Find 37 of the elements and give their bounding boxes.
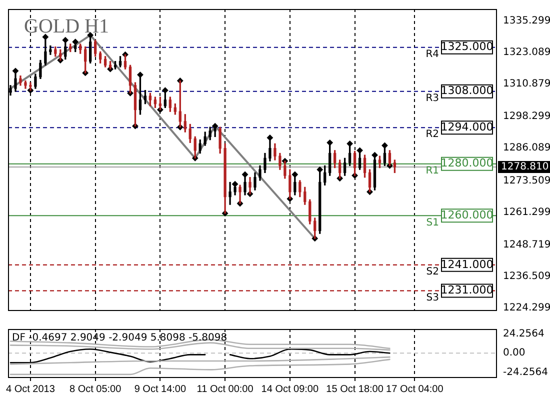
ref-line-label: R4: [426, 48, 439, 60]
y-tick-label: 1310.879: [503, 78, 550, 90]
x-tick-label: 15 Oct 18:00: [326, 384, 384, 395]
y-tick-label: 1273.509: [503, 175, 550, 186]
ref-line-label: 1278.810: [501, 162, 549, 173]
x-tick-label: 9 Oct 14:00: [134, 384, 186, 395]
ref-line-label: S3: [426, 292, 439, 304]
annotation: 1231.000: [440, 284, 494, 297]
ref-line-label: R1: [426, 165, 439, 176]
y-tick-label: 1335.299: [503, 15, 550, 26]
annotation: 1260.000: [440, 208, 494, 222]
ref-line-label: S1: [426, 217, 439, 228]
annotation: 1325.000: [440, 40, 494, 54]
annotation: 1241.000: [440, 258, 494, 271]
y-tick-label: 1298.299: [503, 111, 550, 122]
x-tick-label: 14 Oct 09:00: [261, 384, 319, 395]
chart-title: GOLD H1: [24, 15, 109, 38]
ref-line-label: R2: [426, 129, 439, 140]
annotation: 1280.000: [440, 156, 494, 170]
y-tick-label: -24.2564: [503, 366, 548, 378]
annotation: 1294.000: [440, 120, 494, 134]
ref-line-label: S2: [426, 266, 439, 278]
y-tick-label: 1224.299: [503, 302, 550, 314]
x-tick-label: 4 Oct 2013: [6, 384, 56, 395]
y-tick-label: 0.00: [503, 348, 526, 359]
y-tick-label: 1323.089: [503, 46, 550, 58]
x-tick-label: 17 Oct 04:00: [386, 384, 444, 395]
y-tick-label: 24.2564: [503, 328, 544, 340]
y-tick-label: 1261.299: [503, 206, 550, 218]
chart-title: DF -0.4697 2.9049 -2.9049 5.8098 -5.8098: [12, 332, 228, 344]
x-tick-label: 11 Oct 00:00: [196, 384, 254, 395]
y-tick-label: 1286.089: [503, 142, 550, 154]
ref-line-label: R3: [426, 92, 439, 104]
x-tick-label: 8 Oct 05:00: [69, 384, 122, 395]
y-tick-label: 1248.719: [503, 240, 550, 250]
annotation: 1308.000: [440, 84, 494, 98]
y-tick-label: 1236.509: [503, 271, 550, 282]
